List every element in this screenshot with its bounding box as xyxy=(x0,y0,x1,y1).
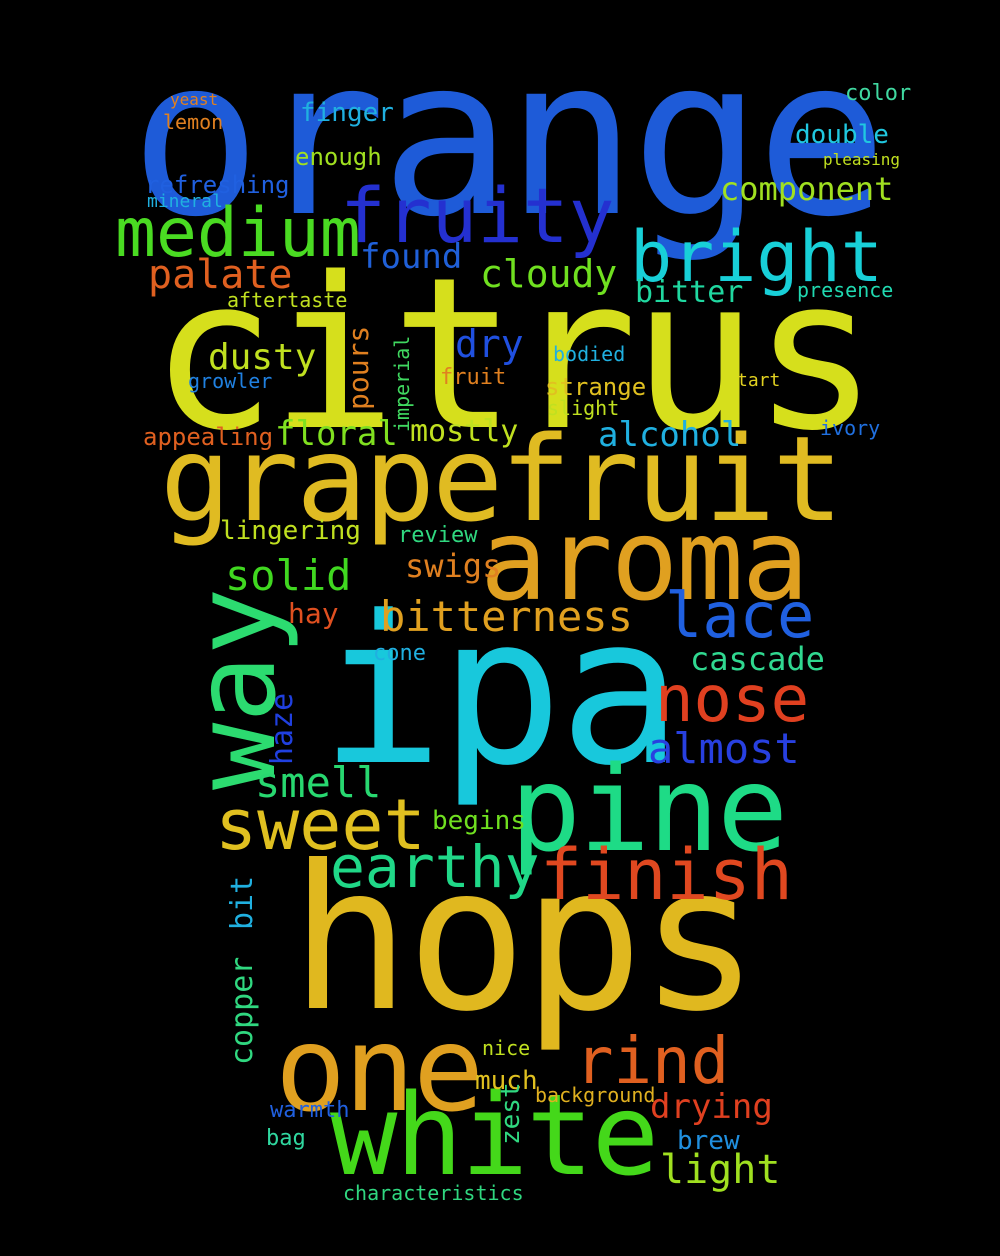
word-zest: zest xyxy=(496,1082,526,1145)
word-palate: palate xyxy=(148,252,293,298)
word-component: component xyxy=(720,170,894,208)
word-lace: lace xyxy=(665,579,815,652)
word-presence: presence xyxy=(797,278,894,302)
word-nose: nose xyxy=(655,663,810,737)
word-smell: smell xyxy=(255,758,382,807)
word-rind: rind xyxy=(575,1025,730,1099)
word-bitter: bitter xyxy=(635,275,744,310)
word-sweet: sweet xyxy=(215,784,426,866)
word-white: white xyxy=(330,1071,659,1201)
word-cascade: cascade xyxy=(690,640,825,678)
word-copper: copper xyxy=(225,956,260,1065)
word-pours: pours xyxy=(342,325,375,410)
word-swigs: swigs xyxy=(405,547,502,585)
word-citrus: citrus xyxy=(150,232,879,477)
word-finger: finger xyxy=(300,98,394,128)
word-characteristics: characteristics xyxy=(343,1181,524,1205)
word-found: found xyxy=(360,237,463,277)
word-pine: pine xyxy=(510,740,788,878)
word-light: light xyxy=(660,1147,781,1193)
word-growler: growler xyxy=(188,369,273,393)
word-earthy: earthy xyxy=(330,833,540,901)
word-bitterness: bitterness xyxy=(380,592,633,641)
word-bit: bit xyxy=(225,875,260,930)
word-bodied: bodied xyxy=(553,342,626,366)
word-alcohol: alcohol xyxy=(598,415,742,455)
word-one: one xyxy=(275,1000,484,1138)
word-ivory: ivory xyxy=(820,416,881,440)
word-solid: solid xyxy=(225,551,352,600)
word-nice: nice xyxy=(482,1036,531,1060)
word-cloudy: cloudy xyxy=(480,252,618,296)
word-pleasing: pleasing xyxy=(823,150,901,169)
word-much: much xyxy=(475,1066,538,1096)
word-cone: cone xyxy=(373,641,426,666)
word-yeast: yeast xyxy=(170,90,219,109)
word-enough: enough xyxy=(295,143,382,171)
word-review: review xyxy=(398,523,478,548)
word-orange: orange xyxy=(130,12,887,265)
word-double: double xyxy=(795,120,889,150)
word-hops: hops xyxy=(290,823,760,1056)
word-background: background xyxy=(535,1083,656,1107)
word-dusty: dusty xyxy=(208,337,317,378)
word-haze: haze xyxy=(265,692,300,765)
word-almost: almost xyxy=(648,724,800,773)
word-aroma: aroma xyxy=(480,496,809,626)
word-color: color xyxy=(845,81,912,106)
word-mineral: mineral xyxy=(147,191,223,212)
word-slight: slight xyxy=(547,396,620,420)
word-fruity: fruity xyxy=(340,171,615,260)
word-aftertaste: aftertaste xyxy=(227,288,348,312)
word-tart: tart xyxy=(737,370,781,391)
word-ipa: ipa xyxy=(320,573,682,811)
word-drying: drying xyxy=(650,1087,773,1127)
word-refreshing: refreshing xyxy=(145,171,290,199)
word-dry: dry xyxy=(455,322,524,366)
word-medium: medium xyxy=(115,194,361,273)
word-floral: floral xyxy=(275,414,398,454)
word-strange: strange xyxy=(545,373,647,401)
word-lingering: lingering xyxy=(220,516,361,546)
word-fruit: fruit xyxy=(440,365,507,390)
word-appealing: appealing xyxy=(143,423,274,451)
word-imperial: imperial xyxy=(390,335,414,432)
word-grapefruit: grapefruit xyxy=(160,410,843,548)
word-mostly: mostly xyxy=(410,414,519,449)
word-hay: hay xyxy=(288,597,339,630)
word-brew: brew xyxy=(677,1126,740,1156)
word-bright: bright xyxy=(630,216,883,298)
word-bag: bag xyxy=(266,1126,306,1151)
word-begins: begins xyxy=(432,806,526,836)
word-finish: finish xyxy=(540,834,793,916)
word-lemon: lemon xyxy=(163,110,224,134)
word-warmth: warmth xyxy=(270,1098,350,1123)
